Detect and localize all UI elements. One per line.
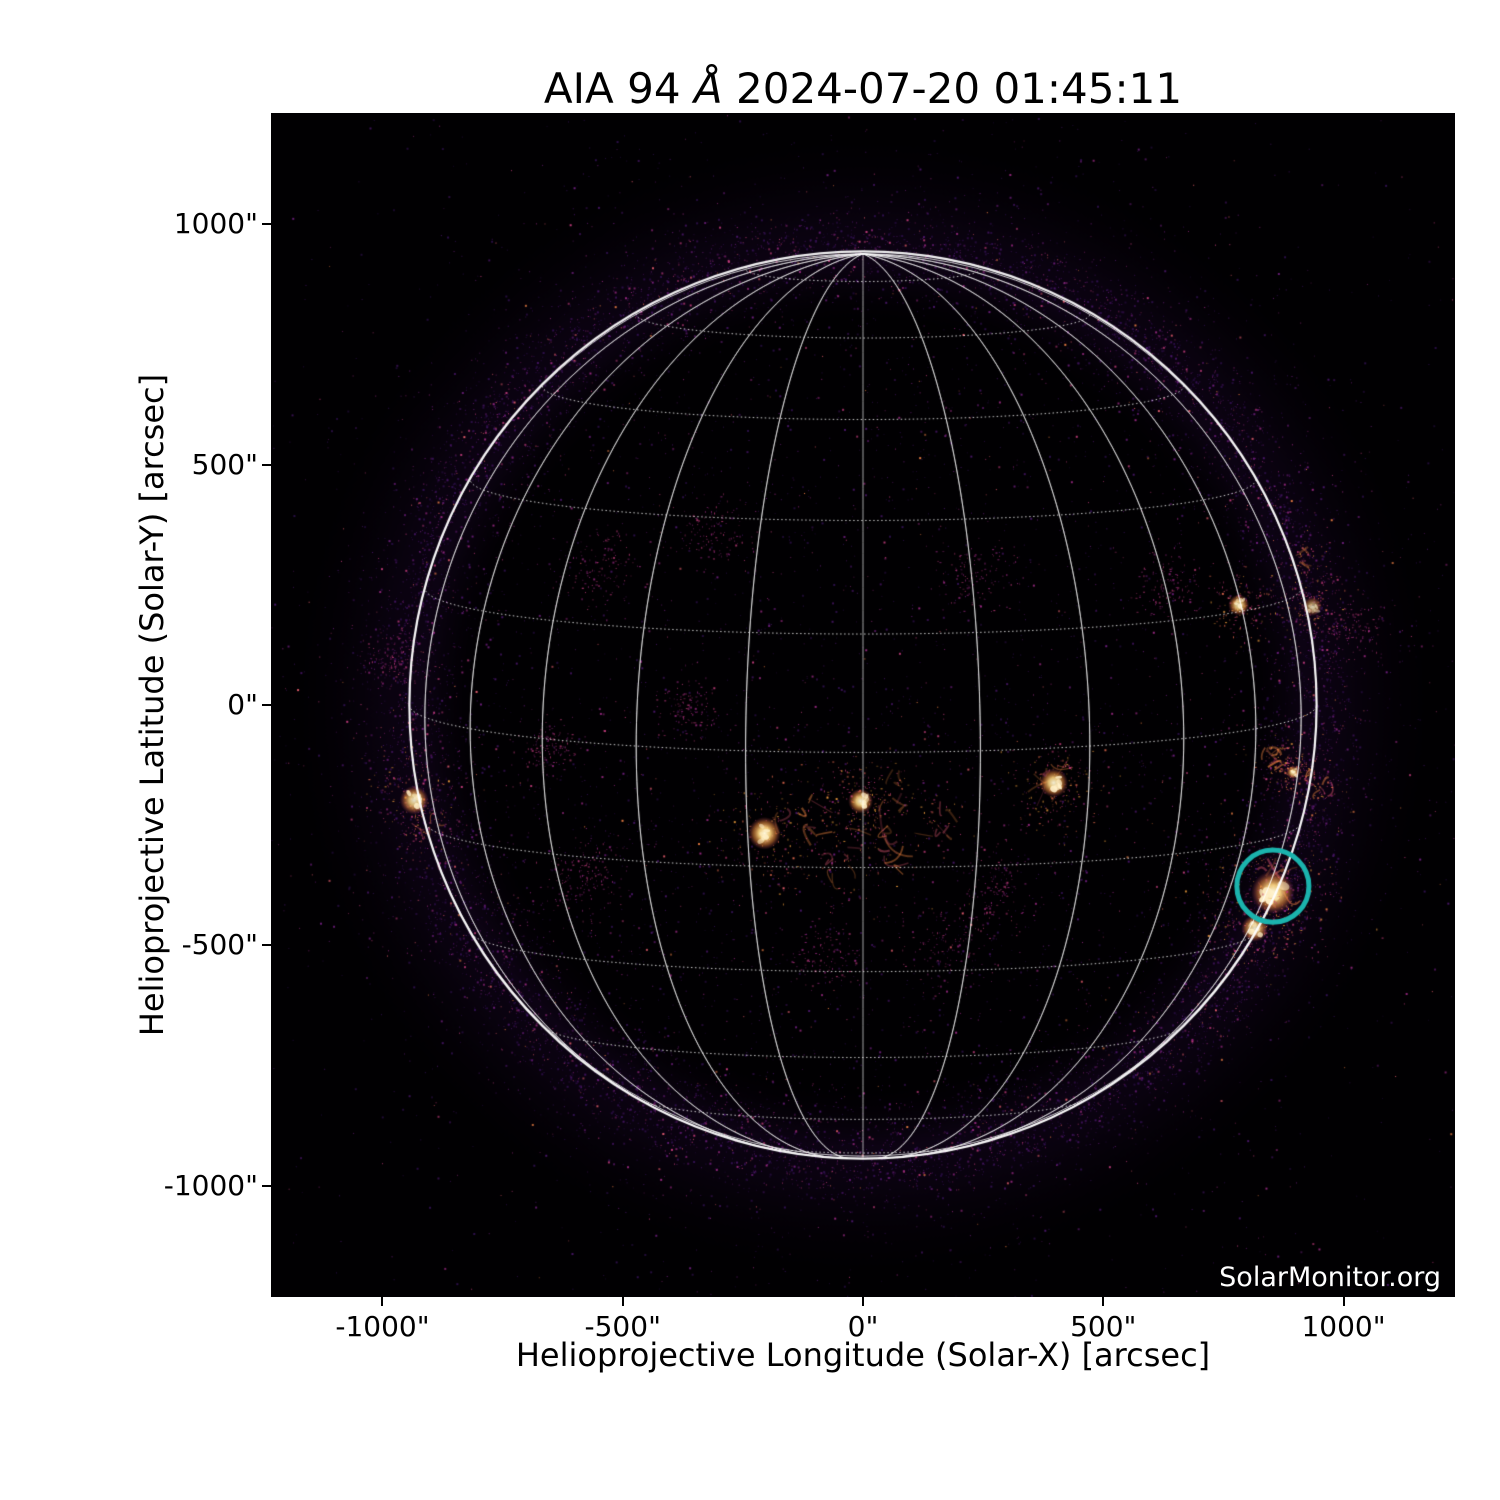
y-tick-mark [262, 463, 271, 466]
x-tick-mark [1342, 1297, 1345, 1306]
x-tick-label: 0" [847, 1310, 879, 1343]
y-tick-mark [262, 704, 271, 706]
y-tick-label: -500" [181, 928, 258, 962]
title-angstrom-symbol: Å [693, 64, 723, 113]
x-tick-label: 1000" [1301, 1310, 1386, 1343]
y-tick-label: 500" [191, 447, 258, 481]
watermark: SolarMonitor.org [1219, 1262, 1441, 1293]
y-tick-label: 1000" [173, 207, 258, 241]
x-tick-label: -500" [584, 1310, 661, 1343]
title-datetime: 2024-07-20 01:45:11 [722, 64, 1183, 113]
solar-image-canvas [271, 113, 1455, 1297]
y-tick-mark [262, 1184, 271, 1187]
x-tick-mark [621, 1297, 624, 1306]
x-axis-label: Helioprojective Longitude (Solar-X) [arc… [515, 1336, 1211, 1374]
y-tick-mark [262, 223, 271, 226]
x-tick-mark [862, 1297, 864, 1306]
title-instrument: AIA 94 [543, 64, 694, 113]
x-tick-mark [1102, 1297, 1105, 1306]
x-tick-label: 500" [1070, 1310, 1137, 1343]
y-axis-label: Helioprojective Latitude (Solar-Y) [arcs… [133, 373, 171, 1037]
y-tick-label: 0" [227, 688, 258, 721]
x-tick-label: -1000" [335, 1310, 430, 1343]
y-tick-mark [262, 944, 271, 947]
solar-image-plot-area: SolarMonitor.org [271, 113, 1455, 1297]
figure-title: AIA 94 Å 2024-07-20 01:45:11 [543, 64, 1183, 113]
x-tick-mark [381, 1297, 384, 1306]
y-tick-label: -1000" [163, 1168, 258, 1202]
